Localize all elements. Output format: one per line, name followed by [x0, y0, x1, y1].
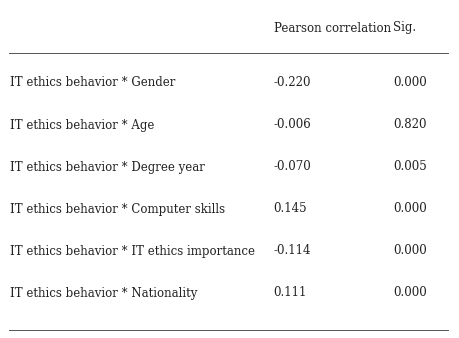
Text: 0.820: 0.820	[392, 119, 426, 131]
Text: IT ethics behavior * Nationality: IT ethics behavior * Nationality	[10, 287, 197, 299]
Text: -0.070: -0.070	[273, 161, 311, 173]
Text: 0.000: 0.000	[392, 76, 426, 90]
Text: IT ethics behavior * Gender: IT ethics behavior * Gender	[10, 76, 175, 90]
Text: Sig.: Sig.	[392, 22, 415, 34]
Text: IT ethics behavior * Degree year: IT ethics behavior * Degree year	[10, 161, 205, 173]
Text: 0.000: 0.000	[392, 244, 426, 258]
Text: IT ethics behavior * Age: IT ethics behavior * Age	[10, 119, 154, 131]
Text: -0.220: -0.220	[273, 76, 311, 90]
Text: 0.005: 0.005	[392, 161, 426, 173]
Text: -0.114: -0.114	[273, 244, 311, 258]
Text: 0.000: 0.000	[392, 287, 426, 299]
Text: -0.006: -0.006	[273, 119, 311, 131]
Text: IT ethics behavior * IT ethics importance: IT ethics behavior * IT ethics importanc…	[10, 244, 255, 258]
Text: IT ethics behavior * Computer skills: IT ethics behavior * Computer skills	[10, 202, 225, 216]
Text: Pearson correlation: Pearson correlation	[273, 22, 390, 34]
Text: 0.111: 0.111	[273, 287, 307, 299]
Text: 0.000: 0.000	[392, 202, 426, 216]
Text: 0.145: 0.145	[273, 202, 307, 216]
